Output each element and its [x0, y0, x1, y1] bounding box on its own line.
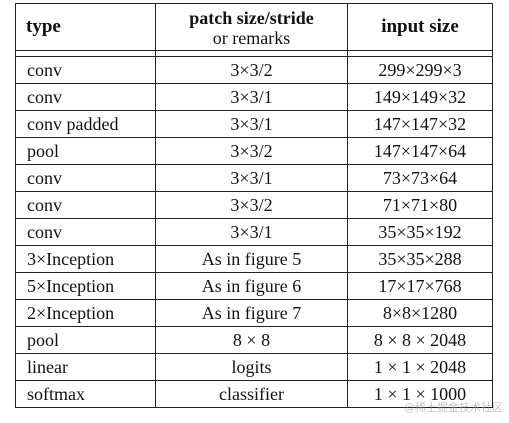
- table-row: conv 3×3/2 71×71×80: [15, 191, 493, 219]
- table-row: conv 3×3/1 35×35×192: [15, 218, 493, 246]
- table-row: conv 3×3/1 149×149×32: [15, 83, 493, 111]
- cell-input-size: 73×73×64: [347, 164, 493, 192]
- header-patch-line2: or remarks: [212, 28, 291, 46]
- cell-layer-type: conv: [15, 164, 156, 192]
- cell-input-size: 71×71×80: [347, 191, 493, 219]
- cell-layer-type: conv: [15, 83, 156, 111]
- table-body: conv 3×3/2 299×299×3 conv 3×3/1 149×149×32 con…: [15, 56, 493, 408]
- cell-patch-size: 3×3/1: [155, 218, 348, 246]
- cell-layer-type: linear: [15, 353, 156, 381]
- header-patch-size: patch size/stride or remarks: [155, 3, 348, 51]
- cell-patch-size: As in figure 6: [155, 272, 348, 300]
- cell-patch-size: 3×3/2: [155, 191, 348, 219]
- cell-layer-type: 5×Inception: [15, 272, 156, 300]
- cell-layer-type: softmax: [15, 380, 156, 408]
- cell-input-size: 149×149×32: [347, 83, 493, 111]
- cell-layer-type: pool: [15, 137, 156, 165]
- cell-input-size: 147×147×64: [347, 137, 493, 165]
- table-row: conv 3×3/1 73×73×64: [15, 164, 493, 192]
- cell-patch-size: logits: [155, 353, 348, 381]
- cell-patch-size: As in figure 5: [155, 245, 348, 273]
- table-row: pool 3×3/2 147×147×64: [15, 137, 493, 165]
- cell-input-size: 8×8×1280: [347, 299, 493, 327]
- cell-input-size: 299×299×3: [347, 56, 493, 84]
- cell-patch-size: 3×3/2: [155, 137, 348, 165]
- header-row: type patch size/stride or remarks input …: [15, 3, 493, 51]
- architecture-table: type patch size/stride or remarks input …: [15, 3, 493, 408]
- cell-layer-type: pool: [15, 326, 156, 354]
- cell-input-size: 8 × 8 × 2048: [347, 326, 493, 354]
- table-row: linear logits 1 × 1 × 2048: [15, 353, 493, 381]
- table-row: 2×Inception As in figure 7 8×8×1280: [15, 299, 493, 327]
- architecture-table-container: type patch size/stride or remarks input …: [15, 3, 493, 408]
- cell-input-size: 147×147×32: [347, 110, 493, 138]
- table-row: 5×Inception As in figure 6 17×17×768: [15, 272, 493, 300]
- cell-patch-size: 8 × 8: [155, 326, 348, 354]
- table-row: conv padded 3×3/1 147×147×32: [15, 110, 493, 138]
- cell-patch-size: 3×3/1: [155, 164, 348, 192]
- cell-input-size: 35×35×192: [347, 218, 493, 246]
- cell-layer-type: conv: [15, 56, 156, 84]
- cell-input-size: 1 × 1 × 2048: [347, 353, 493, 381]
- table-header: type patch size/stride or remarks input …: [15, 3, 493, 57]
- cell-layer-type: conv: [15, 218, 156, 246]
- cell-patch-size: As in figure 7: [155, 299, 348, 327]
- header-input-size: input size: [347, 3, 493, 51]
- cell-patch-size: 3×3/2: [155, 56, 348, 84]
- table-row: conv 3×3/2 299×299×3: [15, 56, 493, 84]
- cell-input-size: 17×17×768: [347, 272, 493, 300]
- cell-patch-size: 3×3/1: [155, 83, 348, 111]
- cell-patch-size: 3×3/1: [155, 110, 348, 138]
- header-type: type: [15, 3, 156, 51]
- cell-input-size: 1 × 1 × 1000: [347, 380, 493, 408]
- header-patch-line1: patch size/stride: [189, 8, 314, 28]
- cell-input-size: 35×35×288: [347, 245, 493, 273]
- cell-patch-size: classifier: [155, 380, 348, 408]
- table-row: softmax classifier 1 × 1 × 1000: [15, 380, 493, 408]
- cell-layer-type: 2×Inception: [15, 299, 156, 327]
- table-row: 3×Inception As in figure 5 35×35×288: [15, 245, 493, 273]
- cell-layer-type: conv: [15, 191, 156, 219]
- cell-layer-type: conv padded: [15, 110, 156, 138]
- cell-layer-type: 3×Inception: [15, 245, 156, 273]
